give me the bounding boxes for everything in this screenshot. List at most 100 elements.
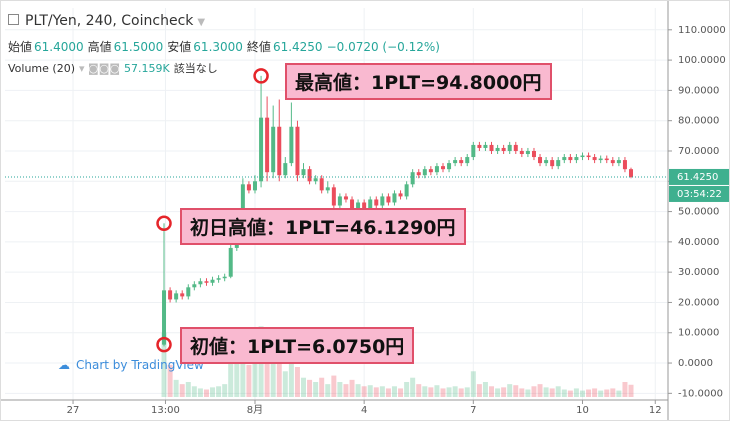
candle-body (174, 293, 179, 300)
y-tick-label: 110.0000 (678, 25, 726, 36)
volume-bar (452, 386, 458, 397)
candle-body (331, 187, 336, 206)
volume-bar (264, 343, 270, 397)
candle-body (477, 144, 482, 148)
x-tick-label: 8月 (247, 404, 263, 416)
last-price-tag (669, 168, 729, 185)
volume-bar (561, 389, 567, 397)
legend-icons[interactable]: ▾ ◙◙◙ (79, 62, 121, 75)
ohlc-value: 61.4250 (272, 40, 323, 54)
watermark-icon: ☁ (58, 358, 70, 372)
change: −0.0720 (−0.12%) (326, 40, 440, 54)
candle-body (434, 166, 439, 173)
candle-body (519, 150, 524, 155)
volume-bar (573, 388, 579, 397)
volume-bar (422, 386, 428, 397)
volume-bar (282, 371, 288, 397)
watermark-text: Chart by TradingView (76, 358, 204, 372)
x-tick-label: 4 (361, 405, 367, 416)
candle-body (604, 158, 609, 161)
volume-bar (222, 384, 228, 397)
candle-body (204, 281, 209, 283)
annotation-marker (253, 68, 269, 84)
volume-bar (482, 382, 488, 397)
candle-body (622, 160, 627, 170)
volume-bar (519, 388, 525, 397)
candle-body (265, 117, 270, 173)
volume-note: 該当なし (173, 62, 218, 75)
volume-bar (307, 379, 313, 397)
candle-body (465, 157, 470, 164)
candle-body (598, 158, 603, 161)
candle-body (562, 157, 567, 161)
volume-bar (428, 387, 434, 397)
y-tick-label: -10.0000 (678, 388, 723, 399)
ohlc-label: 終値 (246, 40, 271, 54)
candle-body (489, 144, 494, 151)
annotation-marker (156, 336, 172, 353)
candle-body (337, 196, 342, 206)
candle-body (422, 169, 427, 176)
volume-bar (446, 387, 452, 397)
volume-bar (604, 389, 610, 397)
countdown-tag (669, 185, 729, 202)
volume-bar (234, 343, 240, 397)
candle-body (319, 178, 324, 191)
x-tick-label: 7 (470, 405, 476, 416)
last-price-label: 61.4250 (677, 172, 718, 183)
symbol-title: PLT/Yen, 240, Coincheck (25, 13, 194, 29)
volume-bar (525, 389, 531, 397)
candle-body (386, 196, 391, 203)
volume-bar (367, 385, 373, 397)
candle-body (428, 169, 433, 173)
volume-bar (343, 384, 349, 397)
candle-body (513, 144, 518, 151)
volume-bar (586, 389, 592, 397)
candle-body (398, 193, 403, 197)
candle-body (574, 157, 579, 161)
volume-bar (404, 382, 410, 397)
volume-bar (319, 377, 325, 397)
candle-body (568, 157, 573, 161)
volume-bar (288, 362, 294, 397)
candle-body (459, 160, 464, 164)
candle-body (483, 144, 488, 148)
volume-bar (361, 386, 367, 397)
y-tick-label: 20.0000 (678, 297, 719, 308)
volume-bar (216, 386, 222, 397)
annotation-box: 初値：1PLT=6.0750円 (180, 327, 415, 364)
volume-bar (398, 388, 404, 397)
volume-bar (379, 386, 385, 397)
y-tick-label: 100.0000 (678, 55, 726, 66)
volume-label: Volume (20) (8, 62, 75, 75)
volume-bar (489, 386, 495, 397)
candle-body (471, 144, 476, 158)
y-tick-label: 80.0000 (678, 116, 719, 127)
dropdown-arrow[interactable]: ▼ (197, 17, 206, 28)
volume-bar (331, 375, 337, 397)
volume-bar (464, 387, 470, 397)
symbol-icon (8, 14, 19, 25)
x-tick-label: 13:00 (151, 405, 180, 416)
watermark[interactable]: ☁ Chart by TradingView (58, 358, 204, 372)
candle-body (556, 160, 561, 167)
candle-body (313, 178, 318, 182)
candle-body (228, 247, 233, 277)
candle-body (289, 126, 294, 164)
candle-body (507, 144, 512, 151)
x-tick-label: 10 (576, 405, 589, 416)
y-tick-label: 70.0000 (678, 146, 719, 157)
candle-body (525, 150, 530, 155)
candle-body (531, 150, 536, 158)
volume-bar (434, 385, 440, 397)
ohlc-value: 61.3000 (193, 40, 243, 54)
volume-bar (470, 371, 476, 397)
candle-body (343, 196, 348, 200)
x-tick-label: 27 (67, 405, 80, 416)
volume-bar (598, 390, 604, 397)
candle-body (550, 160, 555, 167)
candle-body (380, 196, 385, 206)
candle-body (416, 172, 421, 176)
volume-bar (161, 332, 167, 397)
